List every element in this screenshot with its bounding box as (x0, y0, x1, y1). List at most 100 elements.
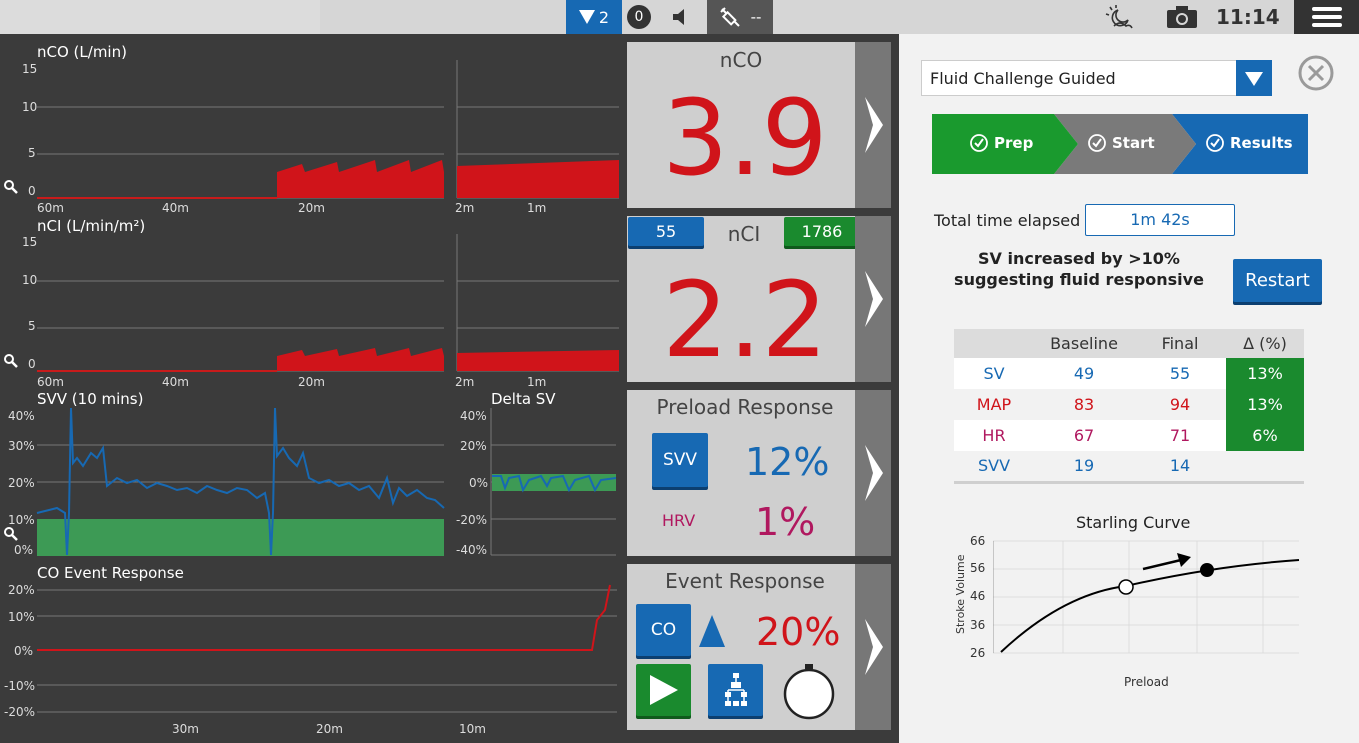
syringe-icon (719, 7, 740, 27)
event-marker-button[interactable] (708, 664, 763, 716)
restart-button[interactable]: Restart (1233, 259, 1322, 302)
y-tick: 5 (28, 146, 36, 160)
triangle-down-icon (578, 10, 595, 24)
svv-chart-title: SVV (10 mins) (37, 390, 144, 408)
y-tick: 10 (22, 273, 38, 287)
nco-value: 3.9 (662, 77, 828, 199)
triangle-up-icon (699, 615, 725, 647)
column-header: Δ (%) (1226, 329, 1304, 358)
hamburger-icon-bar (1311, 15, 1342, 19)
zoom-icon[interactable] (4, 527, 18, 541)
svv-button[interactable]: SVV (652, 433, 708, 487)
elapsed-value: 1m 42s (1085, 204, 1235, 236)
co-event-plot (37, 584, 617, 713)
y-tick: 36 (970, 618, 986, 632)
x-tick: 20m (316, 722, 343, 736)
y-tick: 15 (22, 235, 38, 249)
result-message: SV increased by >10% suggesting fluid re… (939, 248, 1219, 290)
x-tick: 40m (162, 375, 189, 389)
step-label: Results (1230, 134, 1293, 152)
chevron-right-icon (865, 97, 883, 153)
syringe-button[interactable]: -- (707, 0, 773, 34)
baseline-cell: 83 (1073, 395, 1095, 414)
nci-high-limit-badge[interactable]: 1786 (784, 217, 860, 246)
x-tick: 1m (527, 201, 547, 215)
delta-sv-chart-title: Delta SV (491, 390, 556, 408)
starling-curve-plot (993, 540, 1300, 654)
event-expand-tab[interactable] (855, 564, 891, 730)
zoom-icon[interactable] (4, 180, 18, 194)
nci-trend-plot (37, 234, 619, 372)
y-tick: 5 (28, 319, 36, 333)
baseline-cell: 19 (1073, 456, 1095, 476)
final-cell: 55 (1169, 364, 1191, 383)
event-response-value: 20% (756, 610, 841, 654)
notification-count-badge[interactable]: 0 (627, 5, 651, 29)
top-bar-left-area (0, 0, 320, 34)
x-tick: 10m (459, 722, 486, 736)
stopwatch-icon[interactable] (782, 662, 836, 720)
y-tick: -20% (4, 705, 36, 719)
alarm-filter-button[interactable]: 2 (566, 0, 622, 34)
y-tick: 26 (970, 646, 986, 660)
nci-tile[interactable]: 55 nCI 1786 2.2 (627, 216, 891, 382)
nco-expand-tab[interactable] (855, 42, 891, 208)
y-tick: 0% (469, 476, 489, 490)
svv-value: 12% (745, 440, 830, 484)
step-label: Prep (994, 134, 1034, 152)
clock: 11:14 (1216, 5, 1280, 29)
row-name: SV (983, 364, 1005, 383)
step-prep: Prep (970, 134, 1033, 152)
step-label: Start (1112, 134, 1155, 152)
x-tick: 40m (162, 201, 189, 215)
play-button[interactable] (636, 664, 691, 716)
main-menu-button[interactable] (1294, 0, 1359, 34)
baseline-cell: 49 (1073, 364, 1095, 383)
co-event-button[interactable]: CO (636, 604, 691, 656)
nci-expand-tab[interactable] (855, 216, 891, 382)
y-tick: 40% (460, 409, 487, 423)
starling-y-label: Stroke Volume (954, 554, 967, 634)
row-name: SVV (977, 456, 1011, 476)
table-row: MAP 83 94 13% (954, 389, 1304, 420)
event-response-tile[interactable]: Event Response CO 20% (627, 564, 891, 730)
close-icon[interactable] (1297, 54, 1335, 92)
final-cell: 94 (1169, 395, 1191, 414)
play-icon (649, 675, 678, 705)
x-tick: 60m (37, 201, 64, 215)
table-row: SV 49 55 13% (954, 358, 1304, 389)
chevron-right-icon (865, 445, 883, 501)
y-tick: 0 (28, 184, 36, 198)
nco-tile[interactable]: nCO 3.9 (627, 42, 891, 208)
y-tick: 30% (8, 439, 35, 453)
steps-background (932, 114, 1308, 174)
co-event-chart-title: CO Event Response (37, 564, 184, 582)
nci-low-limit-badge[interactable]: 55 (628, 217, 704, 246)
zoom-icon[interactable] (4, 354, 18, 368)
syringe-value: -- (750, 8, 762, 26)
baseline-cell: 67 (1073, 426, 1095, 445)
fluid-challenge-panel: Fluid Challenge Guided Prep Start (899, 34, 1359, 743)
y-tick: -20% (456, 513, 488, 527)
night-mode-icon[interactable] (1104, 4, 1136, 30)
alarm-count: 2 (598, 7, 610, 27)
delta-cell: 13% (1226, 358, 1304, 389)
x-tick: 1m (527, 375, 547, 389)
y-tick: 20% (8, 583, 35, 597)
elapsed-label: Total time elapsed (934, 211, 1081, 230)
protocol-select[interactable]: Fluid Challenge Guided (921, 60, 1251, 96)
delta-cell: 13% (1226, 389, 1304, 420)
hamburger-icon-bar (1311, 23, 1342, 27)
preload-response-tile[interactable]: Preload Response SVV 12% HRV 1% (627, 390, 891, 556)
camera-icon[interactable] (1166, 5, 1198, 29)
x-tick: 60m (37, 375, 64, 389)
protocol-select-dropdown[interactable] (1236, 60, 1272, 96)
step-results: Results (1206, 134, 1293, 152)
y-tick: 56 (970, 561, 986, 575)
y-tick: 40% (8, 409, 35, 423)
preload-expand-tab[interactable] (855, 390, 891, 556)
speaker-icon[interactable] (671, 7, 691, 27)
y-tick: 10% (8, 610, 35, 624)
nco-trend-plot (37, 60, 619, 199)
y-tick: 10% (8, 513, 35, 527)
